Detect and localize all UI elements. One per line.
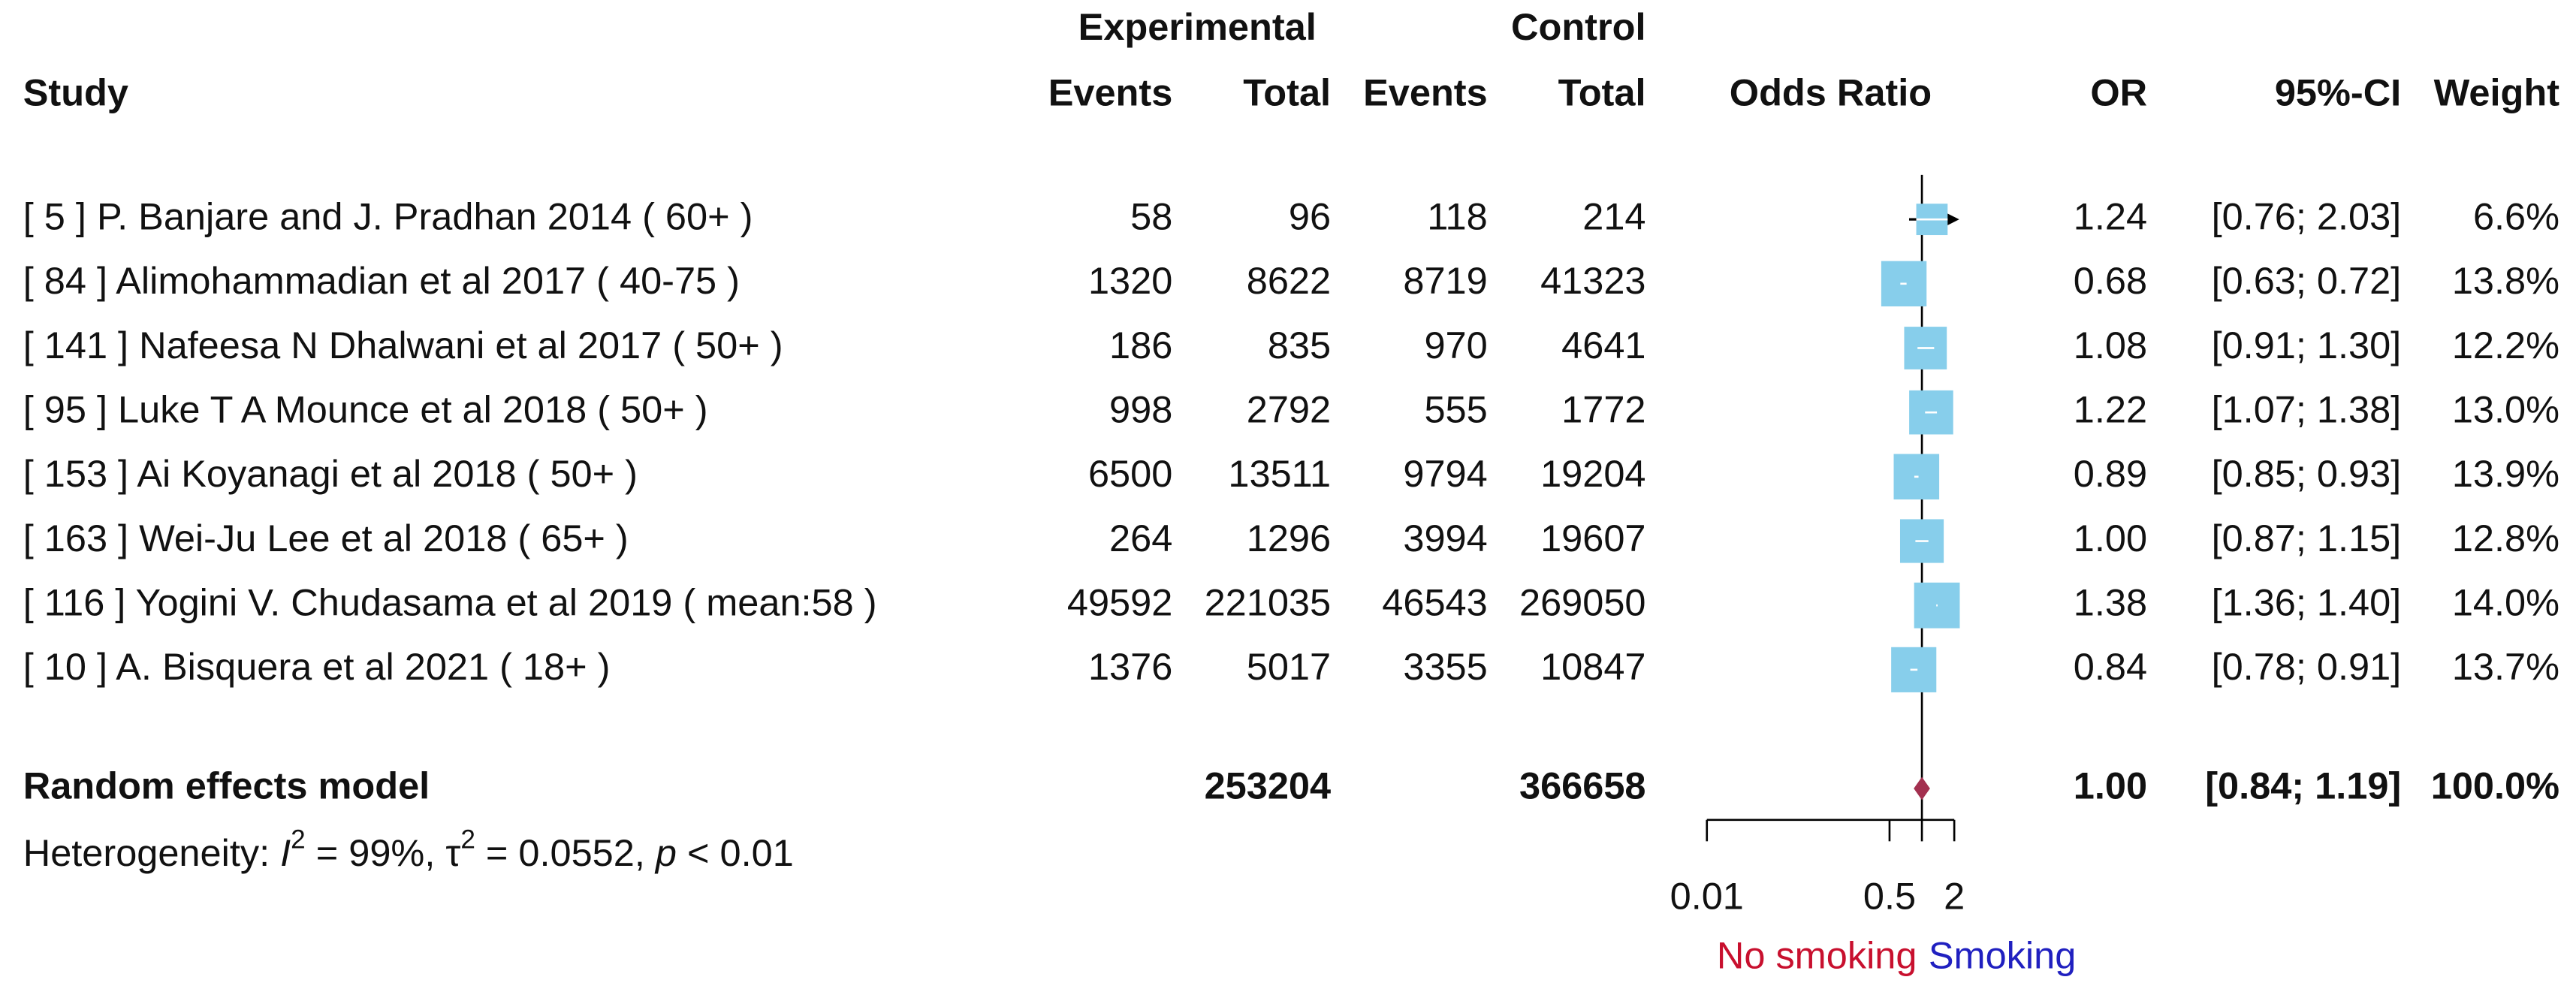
heterogeneity-part: 2 bbox=[291, 825, 306, 855]
heterogeneity-part: τ bbox=[445, 831, 460, 874]
ctrl-total: 19204 bbox=[1540, 452, 1645, 495]
study-label: [ 5 ] P. Banjare and J. Pradhan 2014 ( 6… bbox=[23, 194, 753, 237]
or-value: 0.68 bbox=[2074, 259, 2147, 302]
ctrl-total: 269050 bbox=[1519, 581, 1645, 624]
study-label: [ 10 ] A. Bisquera et al 2021 ( 18+ ) bbox=[23, 645, 611, 688]
exp-total: 96 bbox=[1289, 194, 1331, 237]
summary-ci: [0.84; 1.19] bbox=[2205, 764, 2401, 807]
ctrl-total: 41323 bbox=[1540, 259, 1645, 302]
favours-right: Smoking bbox=[1929, 934, 2076, 977]
heterogeneity-part: < 0.01 bbox=[677, 831, 794, 874]
exp-events: 186 bbox=[1109, 324, 1172, 366]
or-value: 1.08 bbox=[2074, 324, 2147, 366]
ctrl-total: 4641 bbox=[1561, 324, 1645, 366]
column-header: Odds Ratio bbox=[1730, 71, 1932, 114]
or-value: 0.84 bbox=[2074, 645, 2147, 688]
heterogeneity-part: 2 bbox=[460, 825, 475, 855]
column-header: 95%-CI bbox=[2275, 71, 2401, 114]
exp-events: 1320 bbox=[1088, 259, 1172, 302]
or-value: 1.38 bbox=[2074, 581, 2147, 624]
group-header: Experimental bbox=[1078, 5, 1317, 48]
column-header: Total bbox=[1558, 71, 1646, 114]
or-value: 1.00 bbox=[2074, 517, 2147, 559]
column-header: Weight bbox=[2434, 71, 2560, 114]
ci-arrow bbox=[1946, 213, 1959, 226]
or-value: 1.24 bbox=[2074, 194, 2147, 237]
exp-total: 5017 bbox=[1247, 645, 1331, 688]
column-header: Events bbox=[1363, 71, 1488, 114]
study-label: [ 163 ] Wei-Ju Lee et al 2018 ( 65+ ) bbox=[23, 517, 629, 559]
ci-value: [0.91; 1.30] bbox=[2212, 324, 2402, 366]
ctrl-total: 19607 bbox=[1540, 517, 1645, 559]
exp-events: 58 bbox=[1130, 194, 1172, 237]
weight-value: 12.2% bbox=[2452, 324, 2559, 366]
summary-ctrl-total: 366658 bbox=[1519, 764, 1645, 807]
summary-or: 1.00 bbox=[2074, 764, 2147, 807]
ctrl-events: 970 bbox=[1424, 324, 1487, 366]
summary-weight: 100.0% bbox=[2431, 764, 2559, 807]
ctrl-events: 46543 bbox=[1382, 581, 1487, 624]
ctrl-events: 555 bbox=[1424, 388, 1487, 431]
exp-events: 264 bbox=[1109, 517, 1172, 559]
exp-events: 6500 bbox=[1088, 452, 1172, 495]
ctrl-events: 3994 bbox=[1403, 517, 1487, 559]
ctrl-total: 10847 bbox=[1540, 645, 1645, 688]
group-header: Control bbox=[1511, 5, 1645, 48]
ci-value: [0.78; 0.91] bbox=[2212, 645, 2402, 688]
weight-value: 13.8% bbox=[2452, 259, 2559, 302]
study-label: [ 116 ] Yogini V. Chudasama et al 2019 (… bbox=[23, 581, 877, 624]
column-header: Events bbox=[1048, 71, 1173, 114]
x-tick-label: 2 bbox=[1944, 875, 1965, 918]
study-label: [ 84 ] Alimohammadian et al 2017 ( 40-75… bbox=[23, 259, 740, 302]
summary-exp-total: 253204 bbox=[1205, 764, 1331, 807]
x-tick-label: 0.01 bbox=[1670, 875, 1744, 918]
heterogeneity-part: p bbox=[654, 831, 677, 874]
or-value: 0.89 bbox=[2074, 452, 2147, 495]
exp-total: 2792 bbox=[1247, 388, 1331, 431]
ctrl-total: 1772 bbox=[1561, 388, 1645, 431]
ctrl-events: 8719 bbox=[1403, 259, 1487, 302]
weight-value: 6.6% bbox=[2473, 194, 2559, 237]
summary-label: Random effects model bbox=[23, 764, 430, 807]
summary-diamond bbox=[1914, 776, 1930, 801]
study-label: [ 95 ] Luke T A Mounce et al 2018 ( 50+ … bbox=[23, 388, 708, 431]
exp-total: 8622 bbox=[1247, 259, 1331, 302]
weight-value: 13.0% bbox=[2452, 388, 2559, 431]
heterogeneity-part: = 99%, bbox=[306, 831, 446, 874]
ci-value: [0.85; 0.93] bbox=[2212, 452, 2402, 495]
exp-total: 835 bbox=[1268, 324, 1331, 366]
exp-total: 13511 bbox=[1228, 452, 1331, 495]
column-header: OR bbox=[2090, 71, 2147, 114]
x-tick-label: 0.5 bbox=[1863, 875, 1916, 918]
column-header: Study bbox=[23, 71, 128, 114]
favours-left: No smoking bbox=[1717, 934, 1917, 977]
exp-events: 49592 bbox=[1067, 581, 1172, 624]
weight-value: 13.9% bbox=[2452, 452, 2559, 495]
heterogeneity: Heterogeneity: I2 = 99%, τ2 = 0.0552, p … bbox=[23, 825, 794, 875]
column-header: Total bbox=[1243, 71, 1331, 114]
exp-total: 221035 bbox=[1205, 581, 1331, 624]
exp-events: 998 bbox=[1109, 388, 1172, 431]
ci-value: [1.36; 1.40] bbox=[2212, 581, 2402, 624]
ci-value: [0.87; 1.15] bbox=[2212, 517, 2402, 559]
weight-value: 12.8% bbox=[2452, 517, 2559, 559]
weight-value: 14.0% bbox=[2452, 581, 2559, 624]
weight-value: 13.7% bbox=[2452, 645, 2559, 688]
ci-value: [1.07; 1.38] bbox=[2212, 388, 2402, 431]
ctrl-events: 3355 bbox=[1403, 645, 1487, 688]
study-label: [ 153 ] Ai Koyanagi et al 2018 ( 50+ ) bbox=[23, 452, 638, 495]
study-label: [ 141 ] Nafeesa N Dhalwani et al 2017 ( … bbox=[23, 324, 783, 366]
exp-events: 1376 bbox=[1088, 645, 1172, 688]
heterogeneity-part: Heterogeneity: bbox=[23, 831, 280, 874]
ctrl-events: 9794 bbox=[1403, 452, 1487, 495]
ctrl-total: 214 bbox=[1582, 194, 1645, 237]
ci-value: [0.63; 0.72] bbox=[2212, 259, 2402, 302]
exp-total: 1296 bbox=[1247, 517, 1331, 559]
ctrl-events: 118 bbox=[1427, 194, 1488, 237]
ci-value: [0.76; 2.03] bbox=[2212, 194, 2402, 237]
heterogeneity-part: I bbox=[280, 831, 291, 874]
or-value: 1.22 bbox=[2074, 388, 2147, 431]
heterogeneity-part: = 0.0552, bbox=[475, 831, 656, 874]
